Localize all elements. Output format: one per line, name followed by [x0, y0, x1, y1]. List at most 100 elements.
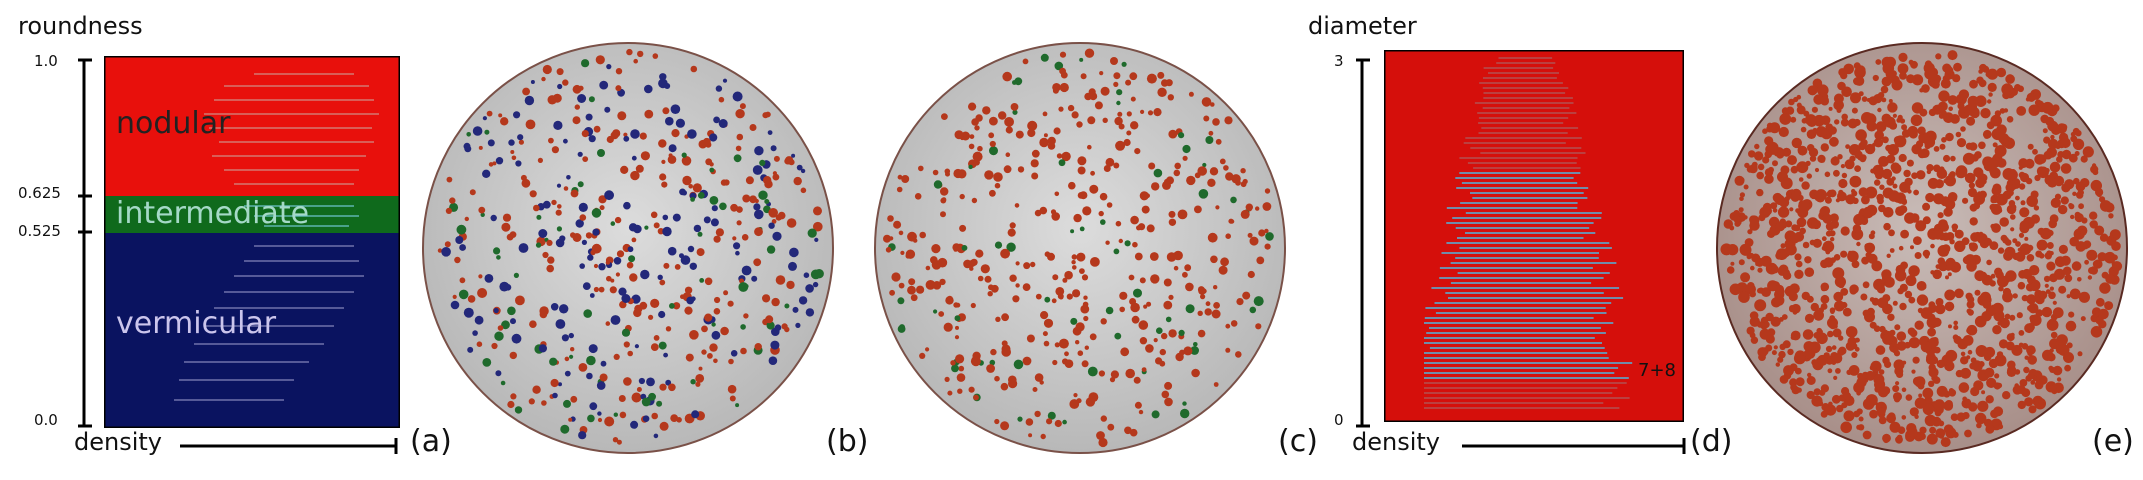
particle	[1173, 265, 1179, 271]
particle	[2069, 236, 2079, 247]
particle	[657, 274, 663, 280]
particle	[1003, 165, 1012, 174]
particle	[582, 156, 589, 162]
particle	[1128, 274, 1135, 281]
particle	[570, 347, 575, 352]
particle	[631, 392, 642, 403]
particle	[908, 278, 916, 286]
particle	[713, 116, 720, 124]
particle	[623, 341, 630, 348]
particle	[1110, 57, 1118, 65]
particle	[738, 282, 749, 292]
particle	[1079, 57, 1084, 62]
particle	[1932, 228, 1944, 240]
particle	[639, 132, 647, 140]
particle	[653, 222, 660, 229]
panel-a-tick-0-525: 0.525	[18, 222, 61, 240]
particle	[1922, 403, 1935, 416]
particle	[1778, 350, 1786, 359]
particle	[668, 153, 673, 158]
particle	[1894, 269, 1907, 282]
particle	[2095, 316, 2104, 325]
particle	[2037, 100, 2044, 108]
particle	[659, 421, 669, 431]
particle	[1918, 393, 1923, 398]
particle	[2095, 188, 2104, 197]
particle	[1164, 381, 1173, 390]
particle	[1764, 174, 1774, 184]
particle	[1083, 295, 1088, 300]
particle	[630, 129, 640, 139]
panel-a-tick-0-0: 0.0	[34, 411, 58, 429]
particle	[773, 155, 780, 162]
particle	[1017, 166, 1025, 173]
particle	[887, 215, 894, 222]
particle	[1973, 202, 1981, 210]
particle	[1754, 299, 1767, 312]
particle	[1844, 159, 1855, 170]
particle	[1017, 416, 1023, 422]
particle	[2016, 385, 2026, 394]
particle	[1110, 370, 1119, 379]
particle	[1904, 341, 1911, 349]
particle	[1814, 167, 1820, 173]
particle	[959, 224, 967, 232]
particle	[1807, 372, 1812, 378]
particle	[510, 150, 515, 154]
particle	[1842, 307, 1852, 317]
particle	[1911, 144, 1922, 155]
particle	[1898, 52, 1908, 62]
particle	[1756, 188, 1764, 197]
particle	[1225, 347, 1231, 353]
particle	[1820, 259, 1829, 269]
particle	[1838, 68, 1847, 77]
particle	[558, 382, 562, 387]
particle	[784, 326, 790, 333]
particle	[1076, 398, 1082, 404]
particle	[1847, 250, 1859, 263]
particle	[796, 164, 803, 171]
particle	[598, 195, 607, 204]
particle	[1053, 127, 1061, 135]
particle	[1905, 394, 1913, 401]
particle	[1047, 142, 1056, 150]
particle	[897, 174, 903, 180]
particle	[1904, 212, 1916, 224]
particle	[1168, 294, 1174, 300]
particle	[1064, 359, 1074, 369]
particle	[2049, 385, 2054, 390]
particle	[446, 176, 453, 183]
particle	[581, 59, 590, 68]
particle	[989, 146, 998, 156]
particle	[1140, 109, 1145, 114]
particle	[919, 231, 926, 239]
particle	[1739, 196, 1744, 201]
particle	[1102, 117, 1108, 124]
particle	[687, 245, 695, 253]
particle	[1245, 203, 1253, 211]
particle	[730, 203, 738, 212]
particle	[1944, 175, 1956, 187]
particle	[578, 85, 584, 91]
particle	[1827, 368, 1833, 374]
particle	[1193, 342, 1198, 347]
particle	[582, 282, 591, 290]
panel-e-sample-render	[1716, 42, 2128, 454]
particle	[1750, 151, 1756, 157]
particle	[1210, 102, 1215, 107]
particle	[631, 237, 637, 243]
particle	[1837, 191, 1847, 202]
particle	[2060, 196, 2069, 205]
particle	[550, 303, 559, 311]
particle	[615, 85, 622, 92]
particle	[1100, 415, 1107, 422]
particle	[1746, 326, 1755, 335]
particle	[1837, 154, 1843, 160]
particle	[469, 189, 476, 196]
particle	[1843, 410, 1855, 422]
particle	[1201, 97, 1212, 107]
particle	[648, 314, 654, 320]
particle	[1862, 281, 1870, 289]
particle	[577, 94, 587, 103]
particle	[1822, 213, 1833, 224]
